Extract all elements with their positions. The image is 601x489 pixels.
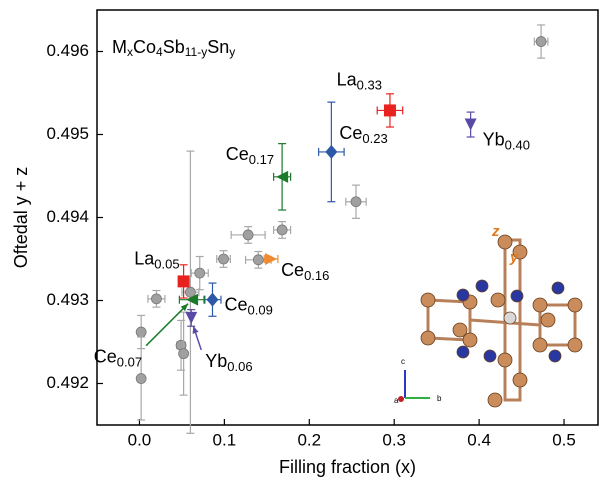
label-name: Ce: [224, 294, 247, 314]
label-name: La: [134, 248, 155, 268]
point-label: Ce0.07: [94, 346, 142, 370]
label-subscript: 0.05: [154, 257, 179, 272]
label-subscript: 0.23: [362, 131, 387, 146]
annotation-arrow: [146, 304, 188, 346]
label-subscript: 0.16: [304, 268, 329, 283]
label-name: La: [337, 69, 358, 89]
label-name: Ce: [226, 144, 249, 164]
y-tick-label: 0.495: [46, 124, 89, 143]
data-point: [179, 349, 189, 359]
label-subscript: 0.33: [357, 78, 382, 93]
data-point: [465, 119, 477, 131]
x-tick-label: 0.3: [382, 430, 406, 449]
label-subscript: 0.17: [249, 152, 274, 167]
data-point: [136, 374, 146, 384]
x-tick-label: 0.4: [467, 430, 491, 449]
y-tick-label: 0.496: [46, 41, 89, 60]
point-label: Yb0.40: [483, 129, 530, 153]
title-part: Sn: [207, 37, 229, 57]
label-name: Yb: [483, 129, 505, 149]
point-label: Ce0.16: [281, 260, 329, 284]
inset-label: z: [491, 223, 500, 240]
chart: 0.0 0.1 0.2 0.3 0.4 0.5 0.492 0.493 0.494 0.495 0.…: [0, 0, 601, 484]
data-point: [151, 294, 161, 304]
y-tick-label: 0.492: [46, 373, 89, 392]
point-label: Yb0.06: [205, 351, 252, 375]
title-part: Co: [133, 37, 156, 57]
axis-triad: [398, 370, 430, 402]
axis-letter: a: [394, 396, 399, 405]
title-subscript: 11-y: [185, 45, 207, 59]
point-label: Ce0.17: [226, 144, 274, 168]
title-part: Sb: [163, 37, 185, 57]
label-subscript: 0.09: [248, 303, 273, 318]
label-name: Ce: [339, 123, 362, 143]
label-name: Yb: [205, 351, 227, 371]
label-subscript: 0.40: [505, 138, 530, 153]
data-point: [185, 287, 195, 297]
data-point: [277, 225, 287, 235]
y-axis-label: Oftedal y + z: [11, 167, 31, 269]
x-tick-label: 0.5: [552, 430, 576, 449]
data-point: [325, 145, 337, 159]
label-name: Ce: [281, 260, 304, 280]
data-point: [185, 312, 197, 324]
label-subscript: 0.06: [227, 359, 252, 374]
point-label: Ce0.23: [339, 123, 387, 147]
data-point: [136, 327, 146, 337]
arrow-head: [193, 326, 199, 334]
axis-letter: b: [437, 394, 442, 403]
data-point: [243, 230, 253, 240]
y-tick-label: 0.494: [46, 207, 89, 226]
data-point: [195, 268, 205, 278]
x-tick-label: 0.1: [213, 430, 237, 449]
x-tick-label: 0.0: [128, 430, 152, 449]
title-part: M: [112, 37, 127, 57]
chart-title: MxCo4Sb11-ySny: [112, 37, 235, 59]
inset-label: y: [509, 249, 519, 266]
axis-letter: c: [401, 357, 405, 366]
x-tick-label: 0.2: [297, 430, 321, 449]
label-subscript: 0.07: [117, 355, 142, 370]
data-point: [384, 104, 396, 116]
label-name: Ce: [94, 346, 117, 366]
x-axis-label: Filling fraction (x): [279, 457, 416, 477]
point-label: Ce0.09: [224, 294, 272, 318]
point-label: La0.05: [134, 248, 179, 272]
data-point: [536, 37, 546, 47]
data-point: [206, 293, 218, 307]
data-point: [178, 275, 190, 287]
data-point: [219, 254, 229, 264]
data-point: [351, 197, 361, 207]
y-tick-label: 0.493: [46, 290, 89, 309]
title-subscript: y: [229, 45, 235, 59]
data-point: [253, 255, 263, 265]
point-label: La0.33: [337, 69, 382, 93]
